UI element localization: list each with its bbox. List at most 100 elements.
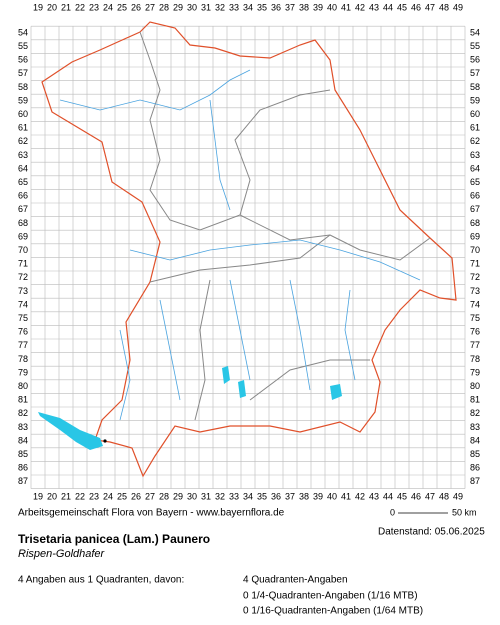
row-label: 85 — [470, 449, 480, 459]
row-label: 82 — [18, 408, 28, 418]
row-label: 68 — [18, 218, 28, 228]
column-label: 45 — [397, 2, 407, 12]
column-label: 25 — [117, 491, 127, 501]
row-label: 68 — [470, 218, 480, 228]
scale-start: 0 — [390, 507, 395, 517]
column-label: 46 — [411, 2, 421, 12]
row-label: 63 — [18, 150, 28, 160]
column-label: 29 — [173, 2, 183, 12]
row-label: 87 — [18, 476, 28, 486]
row-label: 59 — [470, 95, 480, 105]
column-label: 35 — [257, 2, 267, 12]
row-label: 86 — [470, 463, 480, 473]
column-label: 43 — [369, 2, 379, 12]
row-label: 54 — [470, 27, 480, 37]
row-label: 80 — [18, 381, 28, 391]
row-label: 60 — [18, 109, 28, 119]
row-label: 84 — [470, 435, 480, 445]
row-label: 64 — [470, 163, 480, 173]
row-label: 56 — [18, 55, 28, 65]
column-label: 44 — [383, 491, 393, 501]
column-label: 23 — [89, 491, 99, 501]
column-label: 34 — [243, 491, 253, 501]
summary: 4 Angaben aus 1 Quadranten, davon: — [18, 575, 184, 586]
column-label: 45 — [397, 491, 407, 501]
lakes — [38, 366, 342, 450]
count: 4 Quadranten-Angaben — [243, 575, 348, 586]
row-label: 87 — [470, 476, 480, 486]
column-label: 47 — [425, 491, 435, 501]
column-label: 31 — [201, 491, 211, 501]
column-label: 34 — [243, 2, 253, 12]
column-label: 32 — [215, 2, 225, 12]
column-label: 25 — [117, 2, 127, 12]
row-label: 55 — [18, 41, 28, 51]
column-label: 38 — [299, 491, 309, 501]
row-label: 73 — [470, 286, 480, 296]
row-label: 76 — [470, 327, 480, 337]
column-label: 40 — [327, 2, 337, 12]
row-label: 72 — [470, 272, 480, 282]
column-label: 35 — [257, 491, 267, 501]
row-label: 54 — [18, 27, 28, 37]
row-label: 56 — [470, 55, 480, 65]
row-label: 73 — [18, 286, 28, 296]
row-label: 79 — [470, 367, 480, 377]
column-label: 23 — [89, 2, 99, 12]
column-label: 24 — [103, 491, 113, 501]
species: Trisetaria panicea (Lam.) Paunero — [18, 532, 210, 546]
row-label: 72 — [18, 272, 28, 282]
column-label: 41 — [341, 2, 351, 12]
scale-end: 50 km — [452, 507, 477, 517]
count: 0 1/4-Quadranten-Angaben (1/16 MTB) — [243, 591, 418, 602]
row-label: 83 — [18, 422, 28, 432]
column-label: 46 — [411, 491, 421, 501]
column-label: 31 — [201, 2, 211, 12]
row-label: 57 — [18, 68, 28, 78]
row-label: 78 — [470, 354, 480, 364]
column-label: 42 — [355, 491, 365, 501]
row-label: 85 — [18, 449, 28, 459]
row-label: 66 — [470, 191, 480, 201]
row-label: 79 — [18, 367, 28, 377]
column-label: 42 — [355, 2, 365, 12]
row-label: 84 — [18, 435, 28, 445]
grid — [30, 25, 466, 489]
record-point — [103, 439, 107, 443]
row-label: 62 — [18, 136, 28, 146]
column-label: 27 — [145, 2, 155, 12]
row-label: 81 — [470, 395, 480, 405]
row-label: 74 — [470, 299, 480, 309]
row-label: 69 — [18, 231, 28, 241]
row-label: 65 — [18, 177, 28, 187]
column-label: 19 — [33, 2, 43, 12]
row-label: 59 — [18, 95, 28, 105]
row-label: 75 — [18, 313, 28, 323]
column-label: 39 — [313, 491, 323, 501]
common-name: Rispen-Goldhafer — [18, 548, 106, 560]
column-label: 47 — [425, 2, 435, 12]
count: 0 1/16-Quadranten-Angaben (1/64 MTB) — [243, 606, 423, 617]
row-label: 70 — [18, 245, 28, 255]
column-label: 49 — [453, 2, 463, 12]
row-label: 71 — [18, 259, 28, 269]
date: Datenstand: 05.06.2025 — [378, 527, 485, 538]
column-label: 36 — [271, 491, 281, 501]
column-label: 19 — [33, 491, 43, 501]
row-label: 61 — [470, 123, 480, 133]
column-label: 21 — [61, 491, 71, 501]
column-label: 48 — [439, 2, 449, 12]
column-label: 41 — [341, 491, 351, 501]
column-label: 32 — [215, 491, 225, 501]
row-label: 57 — [470, 68, 480, 78]
row-label: 82 — [470, 408, 480, 418]
row-label: 77 — [470, 340, 480, 350]
column-label: 38 — [299, 2, 309, 12]
column-label: 39 — [313, 2, 323, 12]
row-label: 74 — [18, 299, 28, 309]
row-label: 83 — [470, 422, 480, 432]
row-label: 66 — [18, 191, 28, 201]
column-label: 43 — [369, 491, 379, 501]
row-label: 64 — [18, 163, 28, 173]
